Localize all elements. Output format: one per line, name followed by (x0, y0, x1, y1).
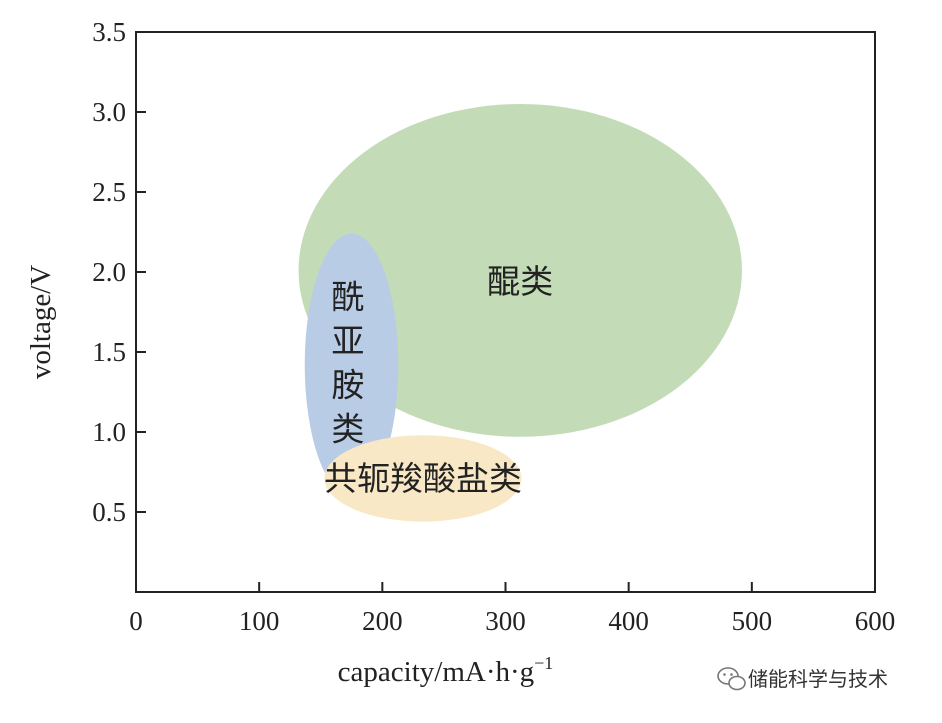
region-ellipse-0 (298, 104, 742, 437)
x-tick-label: 500 (732, 606, 773, 636)
y-tick-label: 3.0 (92, 97, 126, 127)
x-tick-label: 200 (362, 606, 403, 636)
x-tick-label: 600 (855, 606, 896, 636)
y-tick-label: 2.5 (92, 177, 126, 207)
y-tick-label: 2.0 (92, 257, 126, 287)
x-axis-title-main: capacity/mA·h·g (338, 656, 534, 688)
region-ellipse-1 (304, 233, 399, 497)
region-label-char: 亚 (331, 322, 364, 361)
y-axis-title: voltage/V (25, 265, 57, 379)
region-ellipse-2 (324, 435, 522, 522)
wechat-icon (717, 667, 746, 691)
region-label-char: 胺 (331, 366, 364, 405)
watermark-text: 储能科学与技术 (748, 667, 888, 691)
x-axis-title-superscript: −1 (534, 653, 553, 673)
x-axis-title: capacity/mA·h·g−1 (338, 653, 554, 688)
x-tick-label: 0 (129, 606, 143, 636)
y-tick-label: 0.5 (92, 497, 126, 527)
regions-layer (298, 104, 742, 522)
region-label-char: 酰 (331, 278, 364, 317)
y-tick-label: 1.5 (92, 337, 126, 367)
y-tick-label: 3.5 (92, 17, 126, 47)
region-label-char: 类 (331, 410, 364, 449)
region-label-2: 共轭羧酸盐类 (324, 459, 522, 498)
ticks-layer: 0 100 200 300 400 500 600 0.5 1.0 1.5 2.0 2.5 3.0 3.5 (92, 17, 895, 636)
watermark: 储能科学与技术 (717, 667, 888, 691)
x-tick-label: 400 (608, 606, 649, 636)
x-tick-label: 100 (239, 606, 280, 636)
x-tick-label: 300 (485, 606, 526, 636)
region-label-0: 醌类 (487, 262, 553, 301)
y-tick-label: 1.0 (92, 417, 126, 447)
